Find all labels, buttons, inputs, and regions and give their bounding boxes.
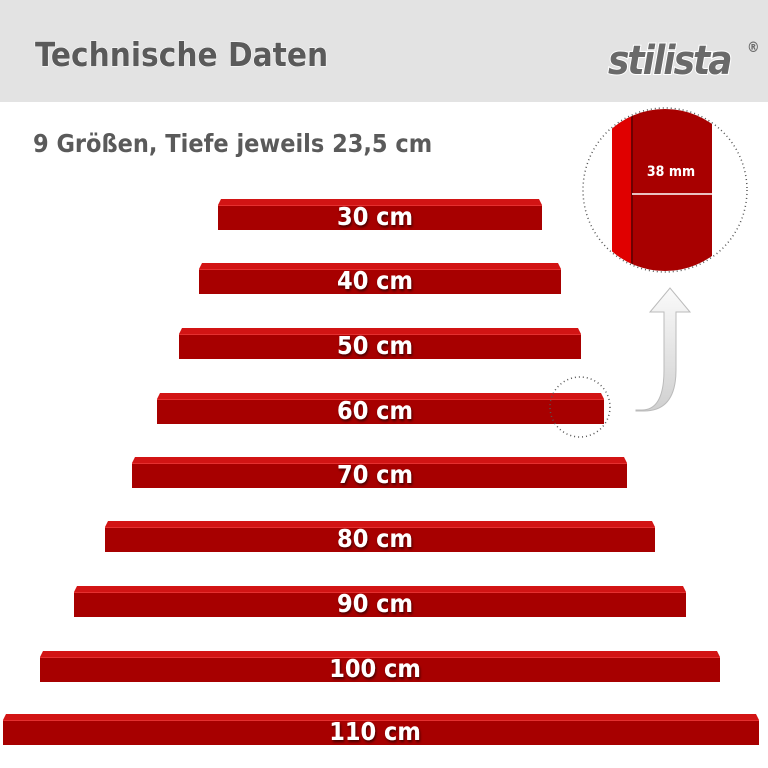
shelf: 70 cm [132, 457, 627, 489]
shelf-top [132, 457, 627, 463]
shelf-top [157, 393, 604, 399]
shelf-label: 110 cm [329, 717, 421, 746]
shelf-label: 80 cm [337, 524, 413, 553]
shelves: 30 cm 40 cm 50 cm 60 cm 70 cm 80 cm 90 cm 100 c… [3, 199, 759, 746]
focus-circle [549, 376, 611, 438]
shelf-label: 50 cm [337, 331, 413, 360]
shelf-label: 70 cm [337, 460, 413, 489]
shelf: 50 cm [179, 328, 581, 360]
header-band [0, 0, 768, 102]
shelf-top [40, 651, 720, 657]
shelf-front [3, 720, 759, 745]
shelf-label: 30 cm [337, 202, 413, 231]
shelf-front [218, 205, 542, 230]
shelf-label: 40 cm [337, 266, 413, 295]
shelf: 80 cm [105, 521, 655, 553]
lens-outline [582, 107, 748, 273]
shelf-front [199, 269, 561, 294]
shelf: 60 cm [157, 393, 604, 425]
shelf: 40 cm [199, 263, 561, 295]
shelf: 110 cm [3, 714, 759, 746]
shelf-top [74, 586, 686, 592]
subtitle: 9 Größen, Tiefe jeweils 23,5 cm [33, 129, 432, 158]
shelf-top [105, 521, 655, 527]
shelf-edge [612, 109, 631, 271]
title: Technische Daten [35, 35, 328, 74]
shelf-top [218, 199, 542, 205]
shelf-top [3, 714, 759, 720]
shelf-front [157, 399, 604, 424]
shelf-front [132, 463, 627, 488]
shelf-front [179, 334, 581, 359]
arrow [635, 287, 692, 412]
shelf-label: 60 cm [337, 396, 413, 425]
shelf-label: 100 cm [329, 654, 421, 683]
shelf-top [199, 263, 561, 269]
shelf-label: 90 cm [337, 589, 413, 618]
shelf: 100 cm [40, 651, 720, 683]
shelf-top [179, 328, 581, 334]
shelf-front [74, 592, 686, 617]
detail-label: 38 mm [647, 164, 695, 180]
shelf: 90 cm [74, 586, 686, 618]
shelf: 30 cm [218, 199, 542, 231]
trademark: ® [747, 40, 760, 56]
detail-view: 38 mm [582, 107, 748, 273]
logo: stilista [608, 38, 731, 84]
shelf-front [40, 657, 720, 682]
shelf-front [105, 527, 655, 552]
